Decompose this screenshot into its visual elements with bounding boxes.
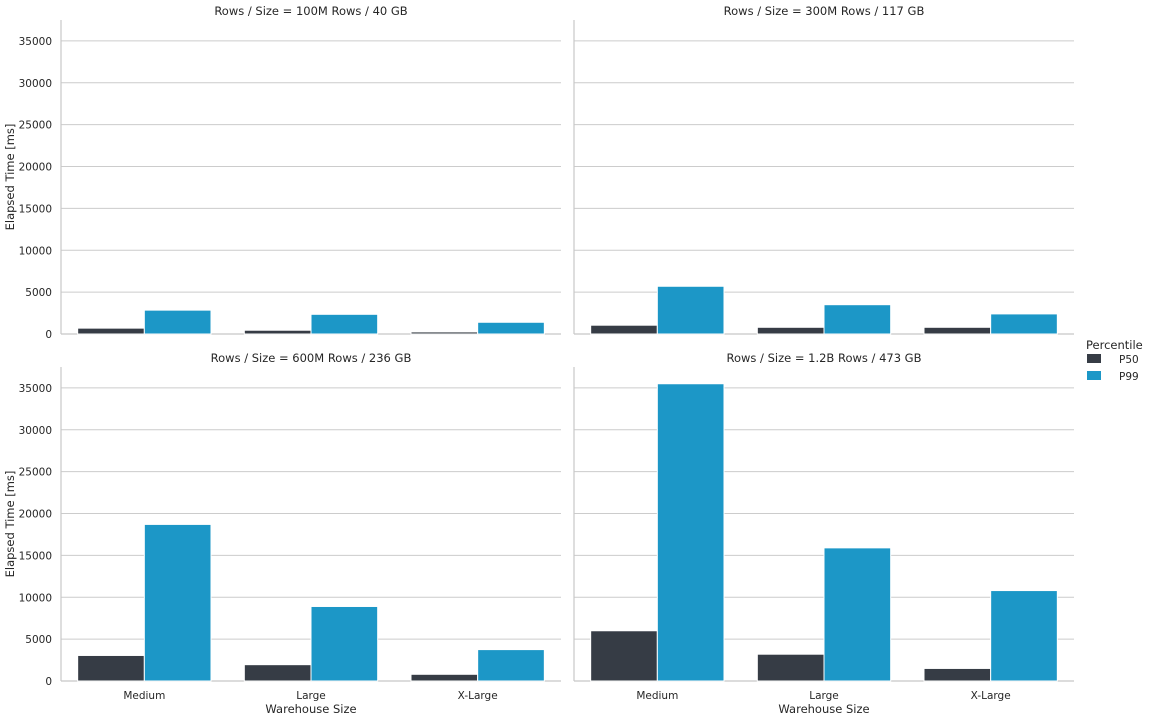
bar-p99-medium [656, 383, 725, 682]
bar-p50-x-large [923, 326, 992, 335]
bar-p99-medium [143, 523, 212, 682]
bar-p50-x-large [923, 667, 992, 682]
y-tick-label: 30000 [19, 78, 52, 90]
y-tick-label: 35000 [19, 36, 52, 48]
bar-p50-x-large [410, 673, 479, 682]
panel-title: Rows / Size = 100M Rows / 40 GB [214, 4, 407, 18]
y-tick-label: 20000 [19, 509, 52, 521]
y-tick-label: 5000 [25, 634, 52, 646]
legend: Percentile P50 P99 [1086, 338, 1143, 383]
y-tick-label: 0 [45, 676, 52, 688]
bar-p99-x-large [477, 321, 545, 335]
y-tick-label: 0 [45, 329, 52, 341]
legend-title: Percentile [1086, 338, 1143, 352]
bar-p99-medium [656, 285, 725, 335]
y-tick-label: 35000 [19, 383, 52, 395]
panel-title: Rows / Size = 600M Rows / 236 GB [211, 351, 412, 365]
panel-1: 0 5000 10000 15000 20000 25000 30000 35000 Rows … [3, 4, 561, 341]
bar-p99-large [310, 605, 379, 682]
y-tick-label: 25000 [19, 120, 52, 132]
bar-p50-medium [77, 327, 145, 335]
x-tick-label: Large [296, 690, 326, 702]
y-tick-label: 30000 [19, 425, 52, 437]
bar-p50-medium [77, 654, 145, 682]
panel-2: Rows / Size = 300M Rows / 117 GB [573, 4, 1074, 335]
bar-p50-large [243, 664, 312, 682]
y-tick-label: 15000 [19, 550, 52, 562]
bar-p99-x-large [990, 590, 1058, 682]
bar-p50-x-large [410, 331, 479, 335]
legend-label-p50: P50 [1119, 354, 1139, 366]
x-tick-label: Medium [123, 690, 165, 702]
legend-swatch-p50 [1087, 354, 1101, 363]
bar-p99-x-large [477, 649, 545, 682]
bar-p99-large [310, 313, 379, 335]
x-tick-label: Large [809, 690, 839, 702]
bar-p50-large [243, 329, 312, 335]
panel-title: Rows / Size = 1.2B Rows / 473 GB [727, 351, 922, 365]
y-axis-label: Elapsed Time [ms] [3, 124, 17, 231]
bar-p99-large [823, 547, 892, 682]
y-tick-label: 5000 [25, 287, 52, 299]
y-axis-label: Elapsed Time [ms] [3, 471, 17, 578]
bar-p50-large [756, 326, 825, 335]
x-axis-label: Warehouse Size [778, 702, 869, 716]
panel-4: Rows / Size = 1.2B Rows / 473 GB Medium La… [573, 351, 1074, 716]
bar-p50-medium [590, 630, 658, 682]
legend-swatch-p99 [1087, 371, 1101, 380]
x-tick-label: Medium [636, 690, 678, 702]
legend-label-p99: P99 [1119, 371, 1139, 383]
x-tick-label: X-Large [971, 690, 1011, 702]
y-tick-label: 20000 [19, 162, 52, 174]
y-tick-label: 10000 [19, 245, 52, 257]
panels: 0 5000 10000 15000 20000 25000 30000 35000 Rows … [3, 4, 1074, 716]
panel-title: Rows / Size = 300M Rows / 117 GB [724, 4, 925, 18]
y-tick-label: 10000 [19, 592, 52, 604]
y-tick-label: 15000 [19, 203, 52, 215]
bar-p99-x-large [990, 313, 1058, 335]
bar-p50-medium [590, 324, 658, 335]
x-axis-label: Warehouse Size [265, 702, 356, 716]
x-tick-label: X-Large [458, 690, 498, 702]
bar-p50-large [756, 653, 825, 682]
bar-p99-large [823, 304, 892, 335]
bar-p99-medium [143, 309, 212, 335]
panel-3: 0 5000 10000 15000 20000 25000 30000 35000 Rows … [3, 351, 561, 716]
y-tick-label: 25000 [19, 467, 52, 479]
